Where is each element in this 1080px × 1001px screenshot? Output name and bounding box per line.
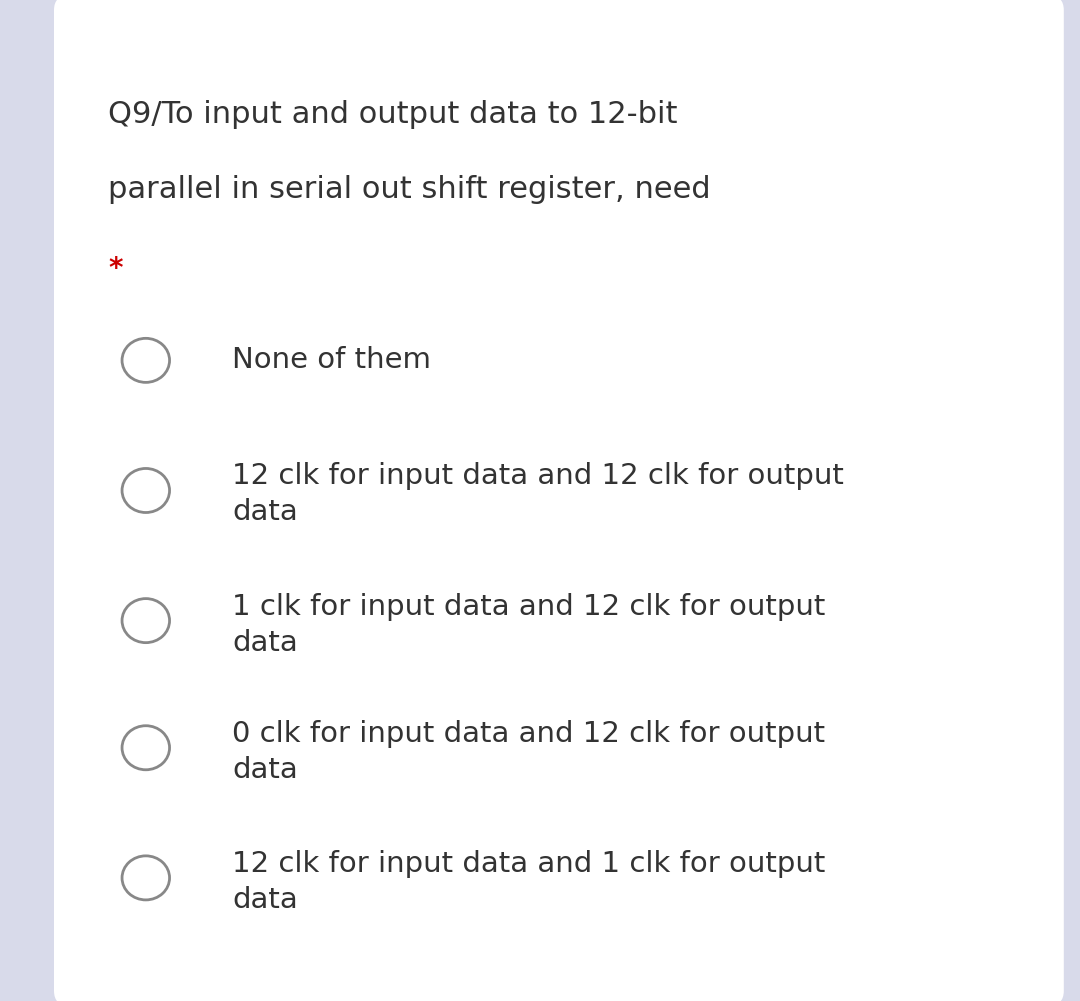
Text: data: data (232, 629, 298, 657)
Text: parallel in serial out shift register, need: parallel in serial out shift register, n… (108, 175, 711, 204)
Text: Q9/To input and output data to 12-bit: Q9/To input and output data to 12-bit (108, 100, 677, 129)
Text: data: data (232, 886, 298, 914)
Text: 12 clk for input data and 12 clk for output: 12 clk for input data and 12 clk for out… (232, 462, 845, 490)
Text: None of them: None of them (232, 346, 431, 374)
Text: 1 clk for input data and 12 clk for output: 1 clk for input data and 12 clk for outp… (232, 593, 825, 621)
Text: *: * (108, 255, 122, 283)
FancyBboxPatch shape (54, 0, 1064, 1001)
Text: 12 clk for input data and 1 clk for output: 12 clk for input data and 1 clk for outp… (232, 850, 825, 878)
Text: data: data (232, 498, 298, 527)
Text: 0 clk for input data and 12 clk for output: 0 clk for input data and 12 clk for outp… (232, 720, 825, 748)
Text: data: data (232, 756, 298, 784)
